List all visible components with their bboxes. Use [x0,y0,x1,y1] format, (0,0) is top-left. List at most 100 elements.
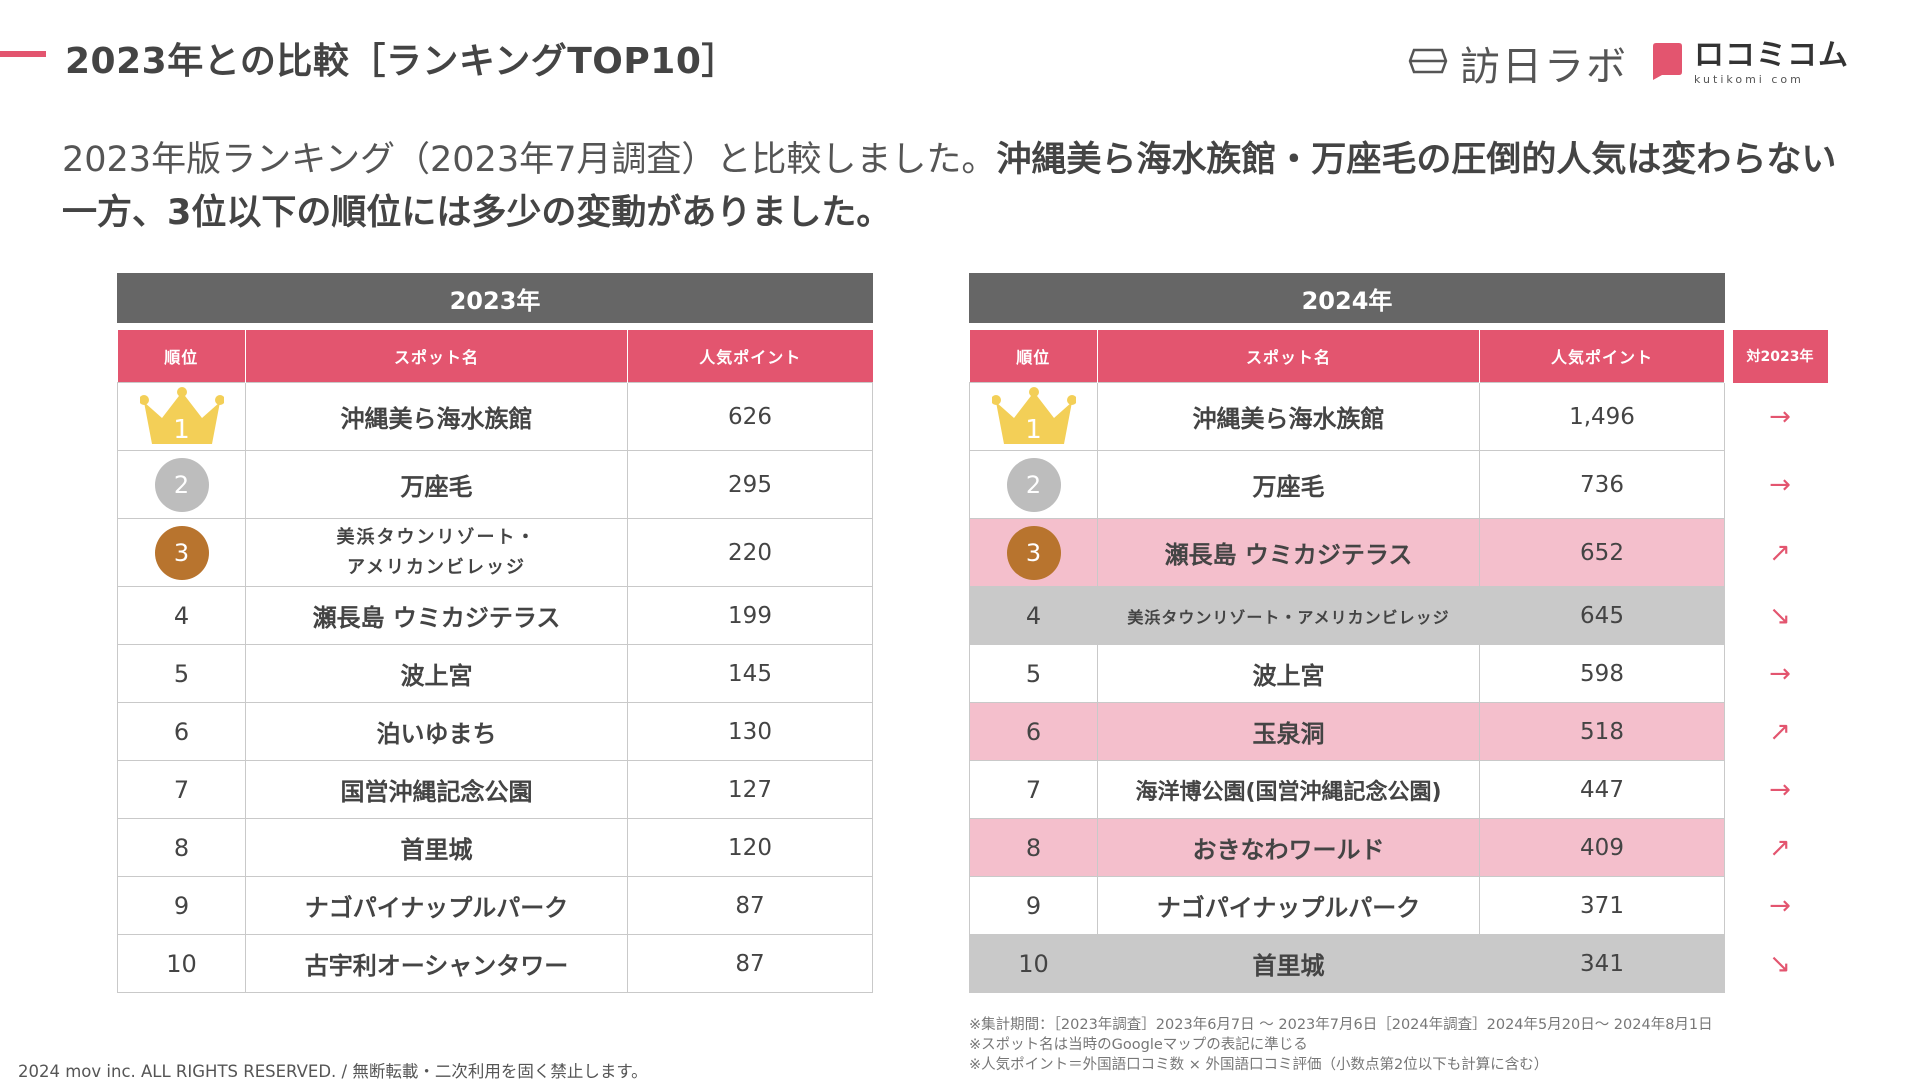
ranking-table-2024: 順位 スポット名 人気ポイント 対2023年 1 沖縄美ら海水族館 1,496 … [969,330,1828,993]
arrow-right-icon: → [1732,876,1828,935]
page-title: 2023年との比較［ランキングTOP10］ [65,41,738,82]
rank-cell: 3 [969,518,1098,587]
rank-number: 8 [117,818,246,877]
kutikomi-logo: ロコミコム kutikomi com [1648,41,1849,85]
ranking-table-2023: 順位 スポット名 人気ポイント 1 沖縄美ら海水族館 626 2 万座毛 295 [117,330,873,993]
spot-name: 美浜タウンリゾート・アメリカンビレッジ [1097,586,1480,645]
hounichi-lab-logo: 訪日ラボ [1408,34,1628,92]
rank-number: 9 [117,876,246,935]
spot-name: ナゴパイナップルパーク [245,876,628,935]
rank-number: 5 [969,644,1098,703]
ranking-2024-panel: 2024年 順位 スポット名 人気ポイント 対2023年 1 沖縄美ら海水族館 [969,273,1829,993]
arrow-up-right-icon: ↗ [1732,702,1828,761]
spot-name: 波上宮 [1097,644,1480,703]
arrow-right-icon: → [1732,644,1828,703]
points: 645 [1479,586,1725,645]
bronze-medal-icon: 3 [154,525,209,580]
table-row: 10 首里城 341 ↘ [969,934,1828,993]
spot-name: 古宇利オーシャンタワー [245,934,628,993]
intro-bold: 沖縄美ら海水族館・万座毛の圧倒的人気は変わらない一方、3位以下の順位には多少の変… [62,140,1837,233]
table-row: 8 首里城 120 [117,818,873,877]
points: 127 [627,760,873,819]
table-row: 8 おきなわワールド 409 ↗ [969,818,1828,877]
year-header-2024: 2024年 [969,273,1725,323]
kutikomi-logo-text: ロコミコム [1694,38,1849,73]
spot-name: 沖縄美ら海水族館 [1097,382,1480,451]
spot-name: 首里城 [245,818,628,877]
col-spot-name: スポット名 [245,330,628,383]
spot-name-line: 美浜タウンリゾート・ [336,526,537,548]
rank-cell: 2 [969,450,1098,519]
bronze-medal-icon: 3 [1006,525,1061,580]
arrow-right-icon: → [1732,450,1828,519]
gold-crown-icon: 1 [991,386,1076,448]
rank-cell: 3 [117,518,246,587]
year-header-2023: 2023年 [117,273,873,323]
points: 626 [627,382,873,451]
spot-name: 玉泉洞 [1097,702,1480,761]
table-row: 1 沖縄美ら海水族館 1,496 → [969,382,1828,451]
rank-number: 6 [117,702,246,761]
spot-name: 海洋博公園(国営沖縄記念公園) [1097,760,1480,819]
table-row: 9 ナゴパイナップルパーク 87 [117,876,873,935]
spot-name: 万座毛 [245,450,628,519]
points: 518 [1479,702,1725,761]
spot-name: 首里城 [1097,934,1480,993]
table-row: 3 瀬長島 ウミカジテラス 652 ↗ [969,518,1828,587]
table-row: 6 泊いゆまち 130 [117,702,873,761]
spot-name: 瀬長島 ウミカジテラス [1097,518,1480,587]
points: 598 [1479,644,1725,703]
rank-number: 7 [117,760,246,819]
logos: 訪日ラボ ロコミコム kutikomi com [1408,34,1849,92]
arrow-down-right-icon: ↘ [1732,586,1828,645]
col-rank: 順位 [117,330,246,383]
spot-name: 美浜タウンリゾート・アメリカンビレッジ [245,518,628,587]
rank-number: 5 [117,644,246,703]
col-spot-name: スポット名 [1097,330,1480,383]
spot-name: 沖縄美ら海水族館 [245,382,628,451]
lantern-icon [1408,44,1448,82]
intro-text: 2023年版ランキング（2023年7月調査）と比較しました。沖縄美ら海水族館・万… [62,134,1862,240]
points: 341 [1479,934,1725,993]
kutikomi-logo-subtext: kutikomi com [1694,73,1804,86]
spot-name: ナゴパイナップルパーク [1097,876,1480,935]
rank-number: 4 [969,586,1098,645]
arrow-down-right-icon: ↘ [1732,934,1828,993]
points: 220 [627,518,873,587]
rank-cell: 1 [969,382,1098,451]
points: 295 [627,450,873,519]
copyright: 2024 mov inc. ALL RIGHTS RESERVED. / 無断転… [18,1062,648,1081]
ranking-2023-panel: 2023年 順位 スポット名 人気ポイント 1 沖縄美ら海水族館 626 [117,273,873,993]
table-row: 4 美浜タウンリゾート・アメリカンビレッジ 645 ↘ [969,586,1828,645]
points: 409 [1479,818,1725,877]
col-rank: 順位 [969,330,1098,383]
spot-name: 国営沖縄記念公園 [245,760,628,819]
rank-number: 10 [969,934,1098,993]
spot-name: 瀬長島 ウミカジテラス [245,586,628,645]
col-points: 人気ポイント [1479,330,1725,383]
rank-number: 6 [969,702,1098,761]
points: 145 [627,644,873,703]
table-row: 2 万座毛 736 → [969,450,1828,519]
points: 120 [627,818,873,877]
col-points: 人気ポイント [627,330,873,383]
silver-medal-icon: 2 [154,457,209,512]
hounichi-lab-logo-text: 訪日ラボ [1460,44,1628,90]
rank-number: 1 [173,414,190,445]
table-row: 5 波上宮 598 → [969,644,1828,703]
intro-normal: 2023年版ランキング（2023年7月調査）と比較しました。 [62,140,997,180]
table-row: 1 沖縄美ら海水族館 626 [117,382,873,451]
arrow-right-icon: → [1732,382,1828,451]
spot-name: 万座毛 [1097,450,1480,519]
points: 736 [1479,450,1725,519]
spot-name-line: アメリカンビレッジ [346,556,527,578]
spot-name: 泊いゆまち [245,702,628,761]
title-accent-bar [0,51,46,57]
rank-number: 8 [969,818,1098,877]
table-row: 7 海洋博公園(国営沖縄記念公園) 447 → [969,760,1828,819]
rank-number: 7 [969,760,1098,819]
footnotes: ※集計期間：［2023年調査］2023年6月7日 〜 2023年7月6日［202… [969,1015,1713,1075]
table-row: 6 玉泉洞 518 ↗ [969,702,1828,761]
table-row: 3 美浜タウンリゾート・ アメリカンビレッジ 220 [117,518,873,587]
rank-number: 1 [1025,414,1042,445]
